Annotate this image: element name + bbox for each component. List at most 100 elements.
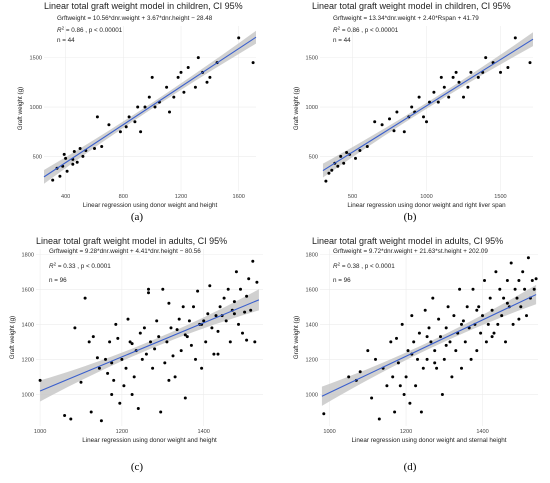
y-tick-label: 1000	[306, 105, 318, 111]
data-point	[192, 305, 195, 309]
data-point	[391, 375, 395, 379]
r-squared-annotation: R2 = 0.33 , p < 0.0001	[49, 262, 111, 271]
data-point	[447, 95, 451, 99]
r-symbol: R	[57, 27, 62, 34]
data-point	[421, 366, 425, 370]
y-tick-label: 1000	[306, 392, 318, 398]
regression-line	[322, 38, 534, 172]
data-point	[454, 70, 458, 74]
data-point	[249, 308, 253, 312]
y-tick-label: 500	[33, 154, 42, 160]
data-point	[450, 375, 454, 379]
panel-caption: (b)	[404, 211, 417, 223]
data-point	[380, 123, 384, 127]
panel-caption: (c)	[131, 461, 144, 473]
data-point	[396, 361, 400, 365]
x-tick-label: 1200	[175, 194, 187, 200]
data-point	[410, 314, 414, 318]
data-point	[436, 100, 440, 104]
data-point	[224, 319, 228, 323]
x-tick-label: 400	[61, 194, 70, 200]
data-point	[534, 277, 538, 281]
x-tick-label: 500	[348, 194, 357, 200]
data-point	[81, 154, 85, 158]
data-point	[389, 340, 393, 344]
y-tick-label: 500	[309, 154, 318, 160]
data-point	[65, 169, 69, 173]
r-symbol: R	[49, 263, 54, 270]
r-squared-exponent: 2	[338, 26, 341, 31]
data-point	[167, 301, 171, 305]
data-point	[504, 340, 507, 344]
data-point	[112, 378, 116, 382]
equation-annotation: Grftweight = 9.28*dnr.weight + 4.41*dnr.…	[49, 248, 201, 255]
data-point	[342, 161, 346, 165]
data-point	[496, 322, 500, 326]
r-squared-value: = 0.38 , p < 0.0001	[340, 263, 395, 270]
data-point	[440, 393, 444, 396]
data-point	[425, 357, 429, 361]
data-point	[189, 343, 193, 347]
data-point	[97, 366, 101, 370]
data-point	[206, 312, 210, 316]
data-point	[150, 75, 154, 79]
x-axis-label: Linear regression using donor weight and…	[82, 437, 217, 444]
data-point	[165, 85, 169, 89]
y-axis-label: Graft weight (g)	[9, 316, 16, 359]
data-point	[95, 356, 99, 360]
data-point	[108, 340, 112, 344]
data-point	[521, 270, 525, 274]
data-point	[153, 105, 157, 109]
data-point	[245, 294, 249, 298]
data-point	[442, 357, 446, 361]
data-point	[182, 90, 186, 94]
data-point	[479, 331, 483, 335]
data-point	[417, 95, 421, 99]
data-point	[515, 296, 519, 300]
data-point	[165, 340, 169, 344]
data-point	[147, 95, 151, 99]
data-point	[433, 361, 437, 365]
data-point	[526, 256, 530, 260]
data-point	[232, 300, 236, 304]
data-point	[392, 129, 396, 133]
data-point	[400, 322, 404, 326]
data-point	[324, 179, 328, 183]
data-point	[237, 322, 240, 326]
data-point	[89, 410, 93, 414]
data-point	[110, 393, 114, 396]
data-point	[83, 296, 87, 300]
r-symbol: R	[333, 27, 338, 34]
equation-annotation: Grftweight = 9.72*dnr.weight + 21.63*st.…	[333, 248, 488, 255]
data-point	[234, 270, 238, 274]
data-point	[465, 305, 469, 309]
data-point	[492, 331, 496, 335]
data-point	[402, 393, 406, 396]
data-point	[118, 130, 122, 134]
data-point	[151, 366, 155, 370]
data-point	[107, 123, 111, 127]
chart-panel-d: 1000 1200 1400 1000 1200 1400 1600 1800 Linear r…	[293, 236, 538, 473]
data-point	[124, 366, 128, 370]
data-point	[253, 340, 257, 344]
data-point	[513, 36, 517, 40]
data-point	[93, 147, 96, 150]
data-point	[136, 105, 140, 109]
data-point	[417, 331, 421, 335]
data-point	[439, 335, 442, 339]
data-point	[499, 70, 502, 74]
data-point	[451, 75, 455, 79]
data-point	[406, 349, 410, 353]
data-point	[463, 340, 467, 344]
data-point	[519, 305, 523, 309]
data-point	[78, 147, 82, 150]
data-point	[72, 150, 76, 153]
data-point	[58, 174, 62, 178]
data-point	[414, 384, 418, 388]
data-point	[366, 349, 370, 353]
data-point	[208, 75, 212, 79]
data-point	[133, 120, 137, 124]
data-point	[186, 66, 190, 69]
data-point	[412, 340, 416, 344]
data-point	[475, 349, 479, 353]
